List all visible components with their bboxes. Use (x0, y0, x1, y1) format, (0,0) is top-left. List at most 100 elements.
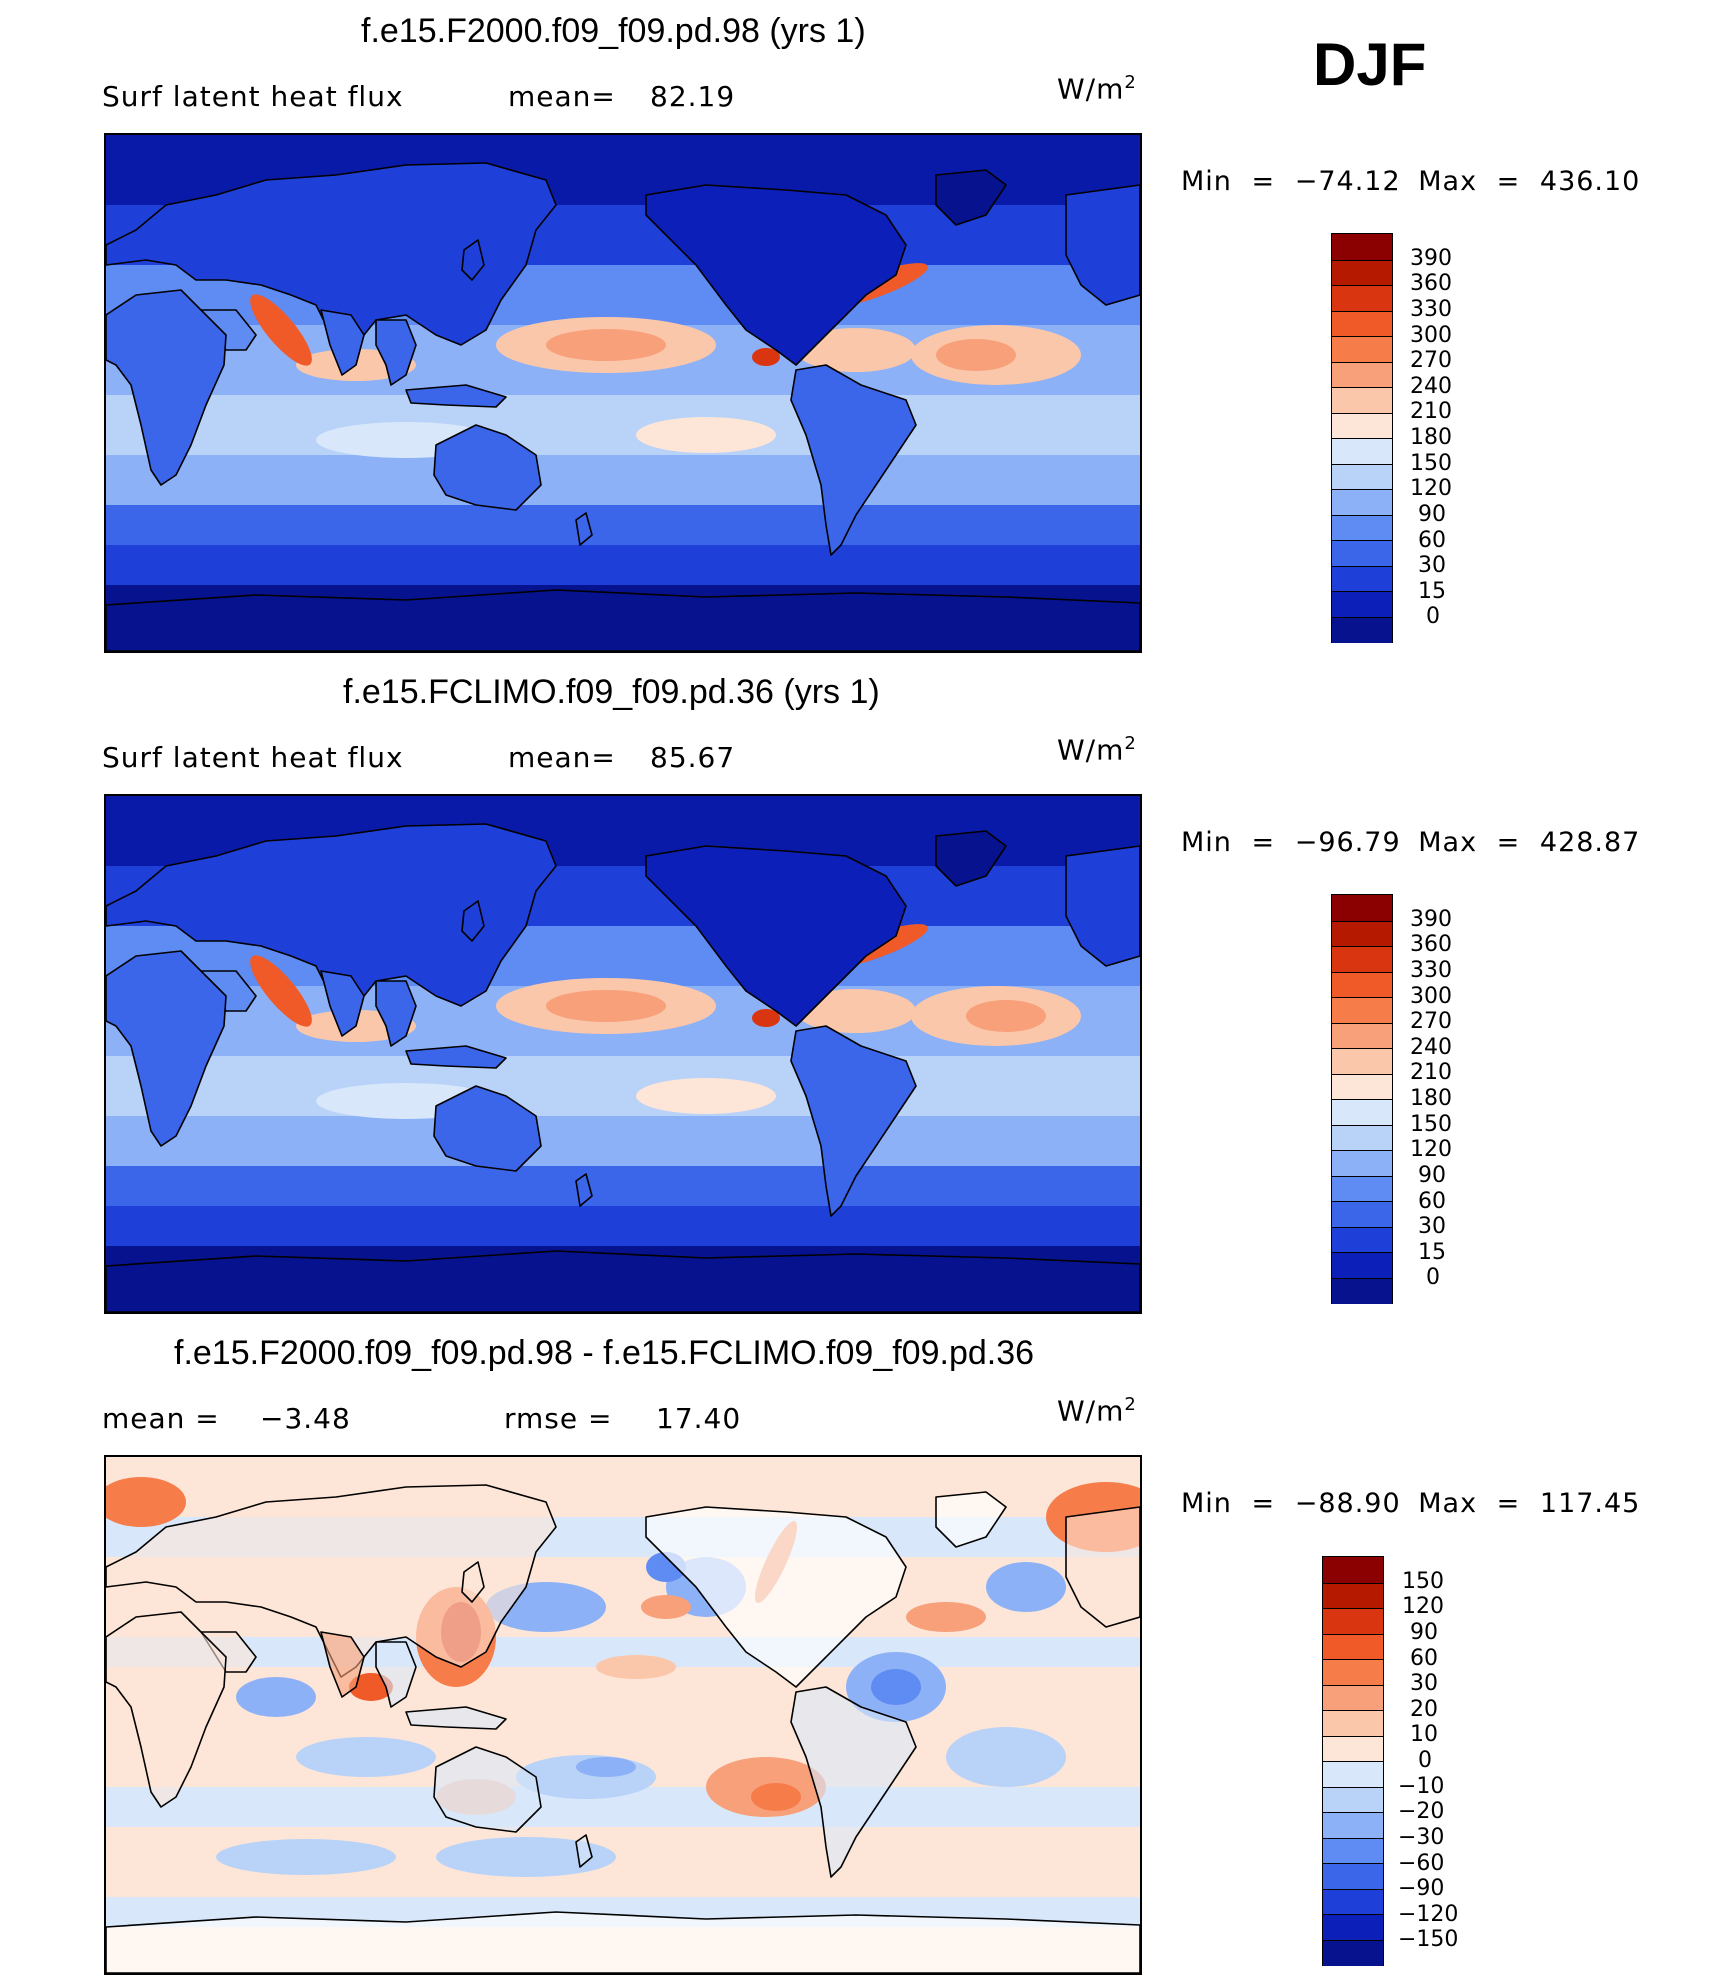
contour-region (546, 329, 666, 361)
colorbar-swatch (1323, 1557, 1383, 1584)
panel-bottom-max-eq: = (1496, 1488, 1521, 1519)
panel-middle-max-value: 428.87 (1539, 827, 1641, 858)
colorbar-tick-label: 150 (1402, 1568, 1444, 1594)
colorbar-tick-label: 180 (1410, 425, 1452, 450)
colorbar-tick-label: 300 (1410, 322, 1452, 348)
colorbar-tick-label: 30 (1410, 1671, 1438, 1697)
colorbar-tick-label: 210 (1410, 1060, 1452, 1086)
panel-bottom-units-main: W/m (1057, 1394, 1125, 1428)
islands-indonesia (405, 1706, 507, 1730)
colorbar-tick-label: 90 (1410, 1619, 1438, 1645)
panel-top-units: W/m2 (1057, 72, 1137, 105)
colorbar-swatch (1332, 412, 1392, 439)
colorbar-tick-label: −30 (1398, 1824, 1445, 1850)
colorbar-tick-label: 360 (1410, 271, 1452, 297)
colorbar-swatch (1332, 336, 1392, 363)
island-japan (461, 239, 485, 281)
panel-top-mean-value: 82.19 (650, 80, 736, 113)
contour-region (641, 1595, 691, 1619)
panel-top-min-value: −74.12 (1294, 166, 1401, 197)
contour-region (576, 1757, 636, 1777)
continent-greenland (935, 830, 1007, 887)
colorbar-tick-label: 240 (1410, 373, 1452, 399)
island-new-zealand (575, 1834, 593, 1868)
colorbar-swatch (1323, 1863, 1383, 1890)
colorbar-swatch (1332, 616, 1392, 643)
colorbar-swatch (1332, 361, 1392, 388)
colorbar-tick-label: 180 (1410, 1086, 1452, 1111)
colorbar-tick-label: 15 (1418, 1239, 1446, 1265)
colorbar-swatch (1332, 1201, 1392, 1228)
continent-greenland (935, 169, 1007, 226)
colorbar-swatch (1332, 971, 1392, 998)
panel-bottom-title: f.e15.F2000.f09_f09.pd.98 - f.e15.FCLIMO… (174, 1334, 1035, 1372)
panel-top-map (104, 133, 1142, 653)
colorbar-swatch (1332, 895, 1392, 922)
panel-bottom-mean-value: −3.48 (260, 1402, 351, 1435)
colorbar-tick-label: 90 (1418, 501, 1446, 527)
colorbar-tick-label: 0 (1426, 604, 1440, 630)
contour-region (751, 1783, 801, 1811)
panel-middle-min-eq: = (1251, 827, 1276, 858)
contour-region (752, 1009, 780, 1027)
panel-top-minmax: Min = −74.12 Max = 436.10 (1181, 166, 1640, 197)
contour-region (871, 1669, 921, 1705)
continent-se-asia (375, 980, 417, 1047)
island-new-zealand (575, 1173, 593, 1207)
continent-antarctica (106, 1250, 1140, 1312)
panel-bottom-colorbar (1322, 1556, 1384, 1966)
panel-middle-units: W/m2 (1057, 733, 1137, 766)
contour-band (106, 395, 1140, 455)
colorbar-swatch (1332, 946, 1392, 973)
contour-region (966, 1000, 1046, 1032)
colorbar-tick-label: 0 (1426, 1265, 1440, 1291)
panel-top-max-label: Max (1418, 166, 1478, 197)
continent-south-america (790, 364, 917, 556)
contour-region (936, 339, 1016, 371)
colorbar-tick-label: 30 (1418, 1214, 1446, 1240)
contour-region (236, 1677, 316, 1717)
continent-eurasia (106, 1484, 557, 1678)
panel-bottom-min-value: −88.90 (1294, 1488, 1401, 1519)
panel-top-mean-label: mean= (508, 80, 616, 113)
colorbar-swatch (1332, 920, 1392, 947)
panel-middle-colorbar (1331, 894, 1393, 1304)
panel-middle-min-value: −96.79 (1294, 827, 1401, 858)
colorbar-tick-label: 300 (1410, 983, 1452, 1009)
continent-eurasia (106, 823, 557, 1017)
colorbar-swatch (1323, 1837, 1383, 1864)
colorbar-tick-label: −10 (1398, 1773, 1445, 1799)
continent-europe (1065, 1506, 1140, 1628)
continent-south-america (790, 1686, 917, 1878)
panel-bottom-minmax: Min = −88.90 Max = 117.45 (1181, 1488, 1640, 1519)
colorbar-swatch (1323, 1659, 1383, 1686)
colorbar-swatch (1332, 1073, 1392, 1100)
colorbar-tick-label: 60 (1418, 527, 1446, 553)
contour-region (946, 1727, 1066, 1787)
contour-region (796, 328, 916, 372)
colorbar-swatch (1323, 1582, 1383, 1609)
panel-middle-max-label: Max (1418, 827, 1478, 858)
colorbar-tick-label: 120 (1410, 1137, 1452, 1163)
contour-region (296, 1737, 436, 1777)
colorbar-swatch (1332, 1022, 1392, 1049)
colorbar-swatch (1332, 234, 1392, 261)
colorbar-swatch (1332, 310, 1392, 337)
colorbar-swatch (1332, 463, 1392, 490)
panel-bottom-max-label: Max (1418, 1488, 1478, 1519)
continent-india (320, 970, 365, 1037)
colorbar-swatch (1332, 1099, 1392, 1126)
colorbar-tick-label: 15 (1418, 578, 1446, 604)
continent-se-asia (375, 319, 417, 386)
continent-africa (106, 950, 227, 1147)
panel-middle-title: f.e15.FCLIMO.f09_f09.pd.36 (yrs 1) (343, 673, 880, 711)
contour-band (106, 1206, 1140, 1246)
continent-north-america (645, 184, 907, 366)
colorbar-swatch (1332, 1277, 1392, 1304)
panel-middle-map (104, 794, 1142, 1314)
contour-region (106, 1477, 186, 1527)
season-label: DJF (1313, 31, 1427, 98)
contour-region (216, 1839, 396, 1875)
colorbar-tick-label: 60 (1410, 1645, 1438, 1671)
panel-top-max-eq: = (1496, 166, 1521, 197)
